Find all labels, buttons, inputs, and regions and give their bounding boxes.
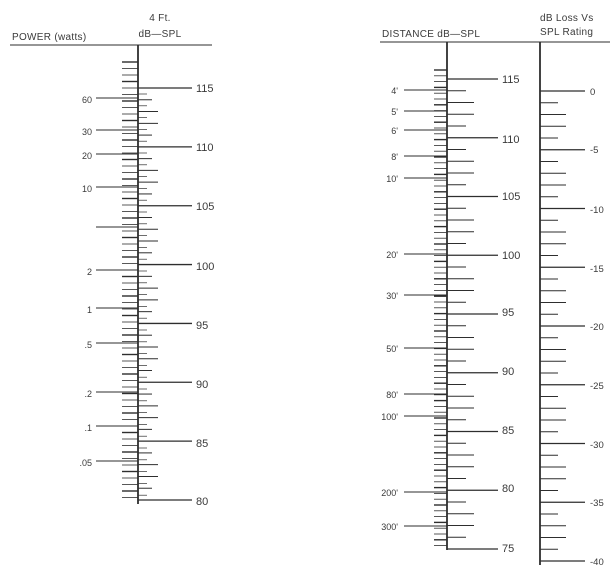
distance-label-100ft: 100' xyxy=(381,412,398,422)
power-label-30: 30 xyxy=(82,127,92,137)
distance-spl-label-105: 105 xyxy=(502,191,520,203)
spl-label-80: 80 xyxy=(196,496,208,508)
spl-label-105: 105 xyxy=(196,201,214,213)
spl-4ft-header-line2: dB—SPL xyxy=(139,29,182,40)
spl-label-95: 95 xyxy=(196,320,208,332)
loss-header-line1: dB Loss Vs xyxy=(540,13,594,24)
distance-label-30ft: 30' xyxy=(386,291,398,301)
power-label-0.2: .2 xyxy=(84,389,92,399)
distance-label-300ft: 300' xyxy=(381,522,398,532)
distance-label-80ft: 80' xyxy=(386,390,398,400)
distance-spl-label-85: 85 xyxy=(502,425,514,437)
loss-label-minus10: -10 xyxy=(590,205,604,216)
power-label-60: 60 xyxy=(82,95,92,105)
distance-spl-label-80: 80 xyxy=(502,483,514,495)
distance-spl-label-115: 115 xyxy=(502,74,520,86)
distance-spl-label-75: 75 xyxy=(502,543,514,555)
loss-label-minus35: -35 xyxy=(590,498,604,509)
distance-spl-label-110: 110 xyxy=(502,134,520,146)
loss-axis-ticks xyxy=(540,90,585,562)
power-label-10: 10 xyxy=(82,184,92,194)
loss-label-minus40: -40 xyxy=(590,557,604,565)
power-label-2: 2 xyxy=(87,267,92,277)
loss-label-minus15: -15 xyxy=(590,264,604,275)
power-label-0.1: .1 xyxy=(84,423,92,433)
distance-axis-header: DISTANCE dB—SPL xyxy=(382,29,480,40)
distance-spl-ticks xyxy=(447,78,498,550)
loss-label-minus20: -20 xyxy=(590,322,604,333)
distance-spl-label-100: 100 xyxy=(502,250,520,262)
loss-label-minus5: -5 xyxy=(590,145,598,156)
distance-label-4ft: 4' xyxy=(391,86,398,96)
distance-label-10ft: 10' xyxy=(386,174,398,184)
distance-label-20ft: 20' xyxy=(386,250,398,260)
spl-label-100: 100 xyxy=(196,261,214,273)
loss-label-minus30: -30 xyxy=(590,440,604,451)
distance-spl-loss-chart: DISTANCE dB—SPL dB Loss Vs SPL Rating 4'… xyxy=(380,13,610,565)
distance-label-6ft: 6' xyxy=(391,126,398,136)
loss-label-0: 0 xyxy=(590,87,595,98)
distance-spl-label-95: 95 xyxy=(502,307,514,319)
power-label-20: 20 xyxy=(82,151,92,161)
power-label-1: 1 xyxy=(87,305,92,315)
distance-label-50ft: 50' xyxy=(386,344,398,354)
distance-axis-ticks xyxy=(404,69,447,546)
loss-label-minus25: -25 xyxy=(590,381,604,392)
distance-label-5ft: 5' xyxy=(391,107,398,117)
spl-label-110: 110 xyxy=(196,142,214,154)
spl-label-115: 115 xyxy=(196,83,214,95)
distance-label-200ft: 200' xyxy=(381,488,398,498)
spl-label-90: 90 xyxy=(196,379,208,391)
spl-label-85: 85 xyxy=(196,438,208,450)
power-label-0.05: .05 xyxy=(79,458,92,468)
loss-header-line2: SPL Rating xyxy=(540,27,593,38)
distance-spl-label-90: 90 xyxy=(502,366,514,378)
distance-label-8ft: 8' xyxy=(391,152,398,162)
power-axis-header: POWER (watts) xyxy=(12,32,86,43)
power-axis-ticks xyxy=(96,61,138,498)
spl-axis-ticks xyxy=(138,87,192,501)
power-label-0.5: .5 xyxy=(84,340,92,350)
power-spl-chart: POWER (watts) 4 Ft. dB—SPL 60 30 20 10 2… xyxy=(10,13,214,508)
spl-4ft-header-line1: 4 Ft. xyxy=(149,13,171,24)
